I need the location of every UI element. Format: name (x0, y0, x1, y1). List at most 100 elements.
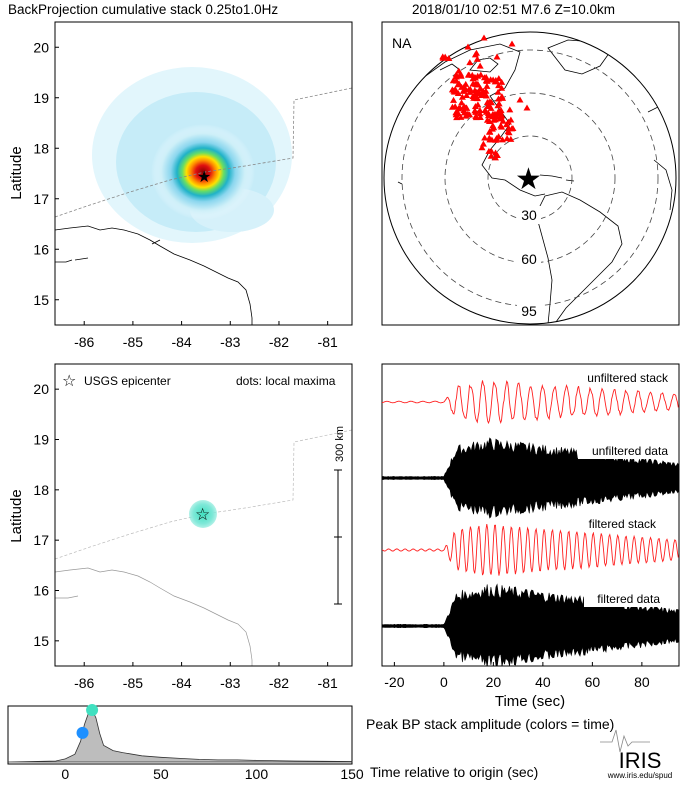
station-marker (458, 83, 466, 90)
stations (439, 34, 531, 161)
bp-map-panel: ★ 20 19 18 17 16 15 -86 -85 -84 -83 -82 -81 Latitu… (8, 21, 353, 350)
station-marker (471, 51, 479, 58)
station-marker (452, 77, 460, 84)
station-marker (476, 110, 484, 117)
global-map-frame (381, 21, 680, 326)
x-tick-label: -85 (123, 675, 143, 691)
star-icon: ☆ (62, 373, 76, 390)
station-marker (441, 53, 449, 60)
x-tick-label: -84 (171, 675, 191, 691)
global-map-panel: ★ NA 30 60 95 (381, 21, 680, 326)
x-tick-label: 50 (153, 766, 169, 782)
y-tick-label: 15 (33, 292, 49, 308)
x-tick-label: 100 (245, 766, 269, 782)
station-marker (472, 94, 480, 101)
station-marker (455, 67, 463, 74)
bp-map-frame (54, 21, 353, 326)
station-marker (458, 93, 466, 100)
y-tick-label: 17 (33, 532, 49, 548)
trace-filtered-stack (382, 524, 679, 576)
station-marker (483, 116, 491, 123)
station-marker (498, 78, 506, 85)
y-tick-label: 20 (33, 381, 49, 397)
station-marker (487, 104, 495, 111)
x-tick-label: 60 (585, 674, 601, 690)
peak-maxima (76, 704, 99, 739)
station-marker (495, 75, 503, 82)
local-maxima-ylabel: Latitude (8, 489, 25, 542)
station-marker (523, 104, 531, 111)
traces-xticks: -20 0 20 40 60 80 (384, 662, 650, 690)
station-marker (505, 125, 513, 132)
station-marker (460, 103, 468, 110)
region-label: NA (392, 35, 412, 51)
station-marker (495, 82, 503, 89)
station-marker (478, 144, 486, 151)
traces-xlabel: Time (sec) (495, 693, 565, 710)
station-marker (455, 105, 463, 112)
x-tick-label: 0 (61, 766, 69, 782)
station-marker (484, 110, 492, 117)
peak-xticks: 0 50 100 150 (61, 766, 363, 782)
y-tick-label: 18 (33, 482, 49, 498)
y-tick-label: 20 (33, 39, 49, 55)
x-tick-label: -85 (123, 334, 143, 350)
x-tick-label: -81 (318, 675, 338, 691)
station-marker (466, 88, 474, 95)
x-tick-label: -82 (269, 675, 289, 691)
ring-label-30: 30 (521, 207, 537, 223)
x-tick-label: -82 (269, 334, 289, 350)
peak-xlabel: Time relative to origin (sec) (370, 764, 538, 780)
x-tick-label: 40 (535, 674, 551, 690)
station-marker (466, 59, 474, 66)
station-marker (450, 96, 458, 103)
x-tick-label: -83 (220, 675, 240, 691)
station-marker (452, 73, 460, 80)
legend-dots: dots: local maxima (236, 374, 336, 388)
y-tick-label: 19 (33, 90, 49, 106)
x-tick-label: -20 (384, 674, 404, 690)
station-marker (494, 102, 502, 109)
station-marker (488, 136, 496, 143)
local-maxima-frame (54, 363, 353, 667)
trace-unfiltered-data (382, 437, 679, 519)
bp-map-ylabel: Latitude (8, 146, 25, 199)
coastlines-faint (55, 567, 253, 666)
station-marker (476, 62, 484, 69)
right-title: 2018/01/10 02:51 M7.6 Z=10.0km (412, 2, 615, 17)
station-marker (516, 96, 524, 103)
local-maxima-panel: ☆ ☆ USGS epicenter dots: local maxima 30… (8, 363, 353, 691)
station-marker (464, 43, 472, 50)
station-marker (458, 99, 466, 106)
x-tick-label: -86 (74, 334, 94, 350)
traces-panel: unfiltered stack unfiltered data filtere… (381, 363, 680, 710)
x-tick-label: -84 (171, 334, 191, 350)
station-marker (497, 122, 505, 129)
local-maximum-dot (189, 500, 217, 528)
station-marker (498, 112, 506, 119)
station-marker (481, 106, 489, 113)
station-marker (489, 122, 497, 129)
series-label-unfiltered-stack: unfiltered stack (587, 371, 669, 385)
station-marker (451, 103, 459, 110)
station-marker (483, 77, 491, 84)
iris-logo-icon: IRIS www.iris.edu/spud (600, 729, 672, 780)
station-marker (494, 88, 502, 95)
station-marker (483, 82, 491, 89)
station-marker (485, 98, 493, 105)
legend: ☆ USGS epicenter dots: local maxima (62, 373, 336, 390)
star-icon: ★ (197, 169, 211, 186)
plate-boundary-faint (55, 429, 352, 560)
logo-text: IRIS (619, 748, 662, 773)
peak-area (7, 709, 353, 763)
station-marker (491, 78, 499, 85)
x-tick-label: -81 (318, 334, 338, 350)
peak-amplitude-panel: 0 50 100 150 (7, 704, 364, 782)
station-marker (453, 114, 461, 121)
station-marker (450, 87, 458, 94)
station-marker (506, 106, 514, 113)
bp-map-yticks: 20 19 18 17 16 15 (33, 39, 59, 308)
station-marker (489, 113, 497, 120)
y-tick-label: 19 (33, 432, 49, 448)
legend-epicenter: USGS epicenter (84, 374, 171, 388)
